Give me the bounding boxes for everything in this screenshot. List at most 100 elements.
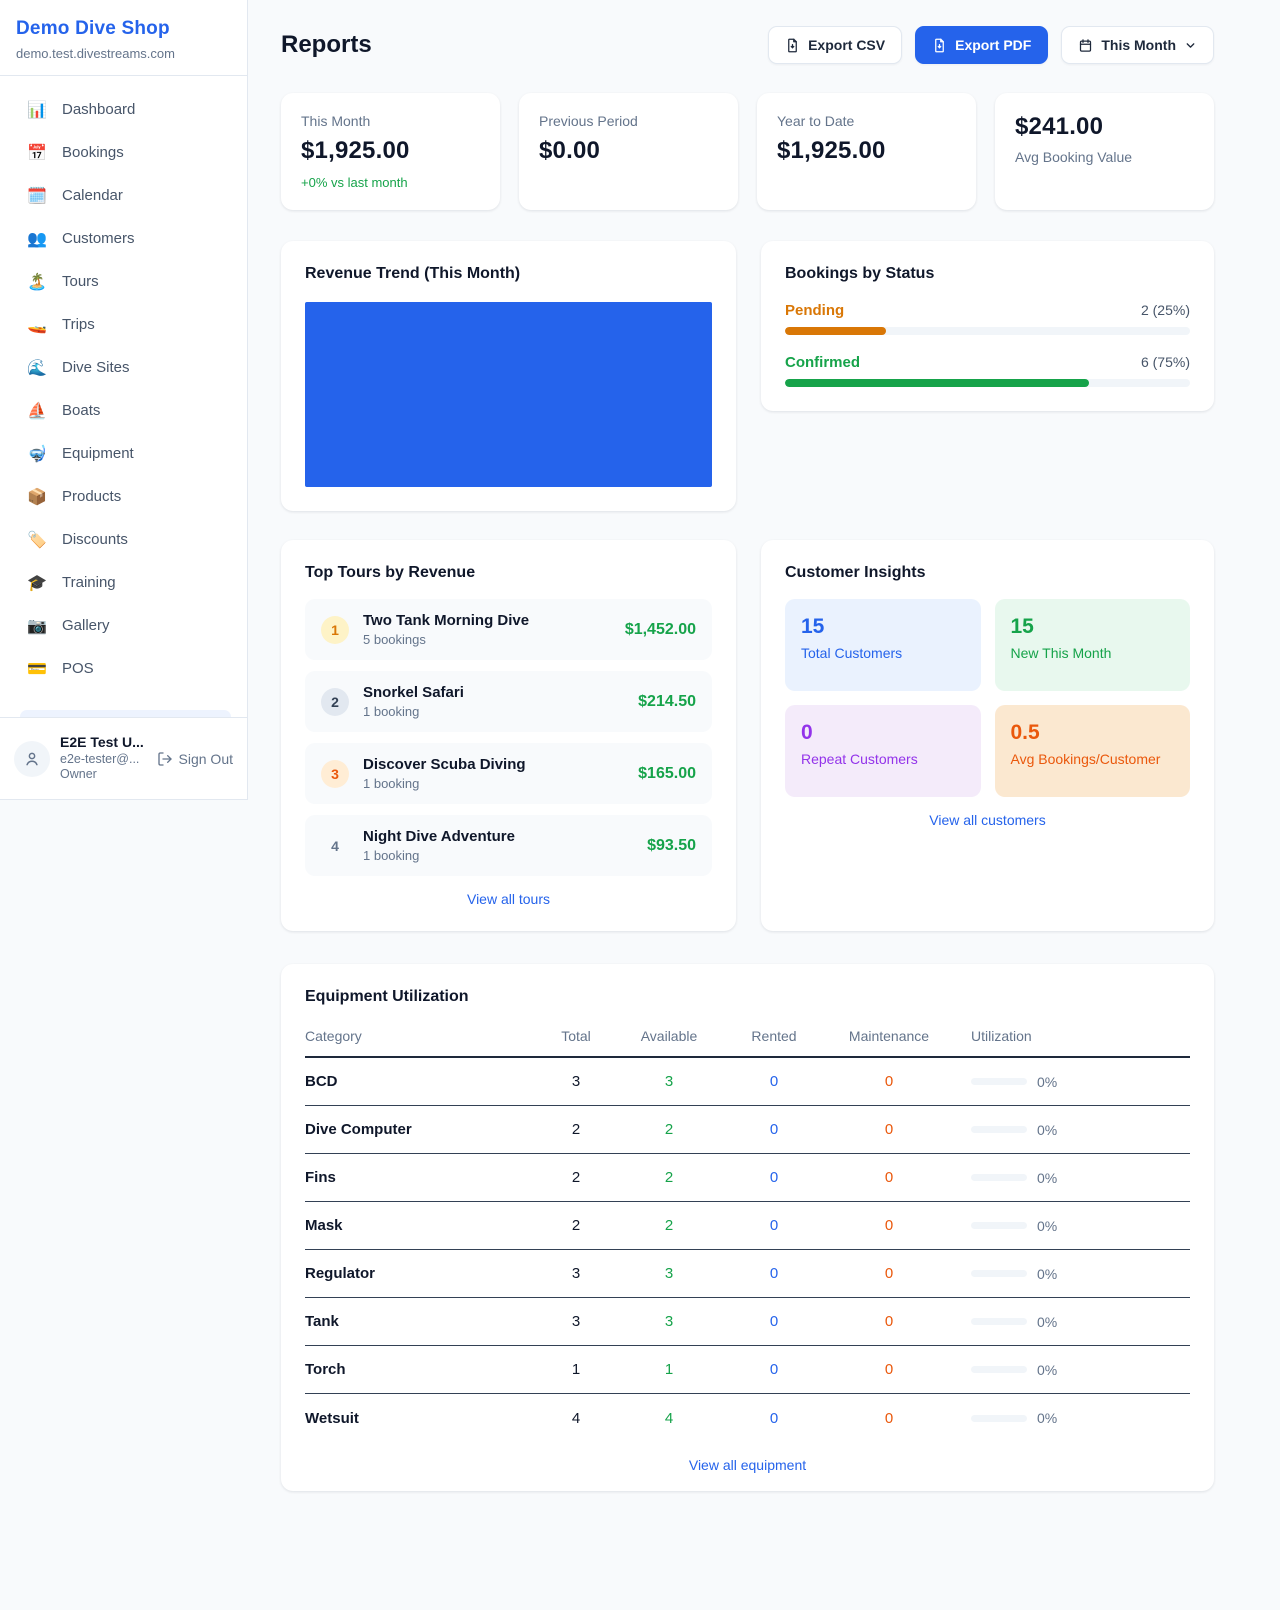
sign-out-icon — [157, 751, 172, 766]
sidebar-item-label: Tours — [62, 273, 99, 290]
trips-icon: 🚤 — [27, 316, 47, 334]
user-name: E2E Test U... — [60, 734, 144, 751]
cell-category: Torch — [305, 1361, 346, 1378]
col-header-available: Available — [640, 1028, 698, 1044]
sidebar-item-training[interactable]: 🎓 Training — [12, 561, 235, 604]
status-label: Confirmed — [785, 354, 860, 371]
cell-maintenance: 0 — [884, 1121, 894, 1138]
sidebar-item-dive-sites[interactable]: 🌊 Dive Sites — [12, 346, 235, 389]
stat-delta: +0% vs last month — [301, 175, 408, 190]
discounts-icon: 🏷️ — [27, 531, 47, 549]
cell-rented: 0 — [769, 1313, 779, 1330]
stat-value: $241.00 — [1015, 113, 1104, 140]
sidebar-item-calendar[interactable]: 🗓️ Calendar — [12, 174, 235, 217]
sidebar-item-trips[interactable]: 🚤 Trips — [12, 303, 235, 346]
sidebar-item-label: Dashboard — [62, 101, 136, 118]
status-row-pending: Pending 2 (25%) — [785, 302, 1190, 335]
page-header: Reports Export CSV Export PDF This Month — [281, 26, 1214, 64]
cell-total: 4 — [571, 1409, 581, 1427]
sidebar-item-reports-partial[interactable] — [20, 710, 231, 717]
view-all-customers-link[interactable]: View all customers — [929, 812, 1046, 828]
sidebar-item-bookings[interactable]: 📅 Bookings — [12, 131, 235, 174]
chevron-down-icon — [1186, 42, 1195, 48]
cell-category: Wetsuit — [305, 1409, 359, 1427]
cell-rented: 0 — [769, 1217, 779, 1234]
utilization-bar — [971, 1078, 1027, 1085]
sidebar-item-pos[interactable]: 💳 POS — [12, 647, 235, 690]
cell-available: 1 — [664, 1361, 674, 1378]
tour-bookings: 5 bookings — [363, 632, 426, 647]
table-header-row: Category Total Available Rented Maintena… — [305, 1020, 1190, 1058]
tour-revenue: $1,452.00 — [624, 620, 696, 638]
tour-bookings: 1 booking — [363, 776, 420, 791]
stat-label: Previous Period — [539, 113, 638, 129]
sidebar-item-dashboard[interactable]: 📊 Dashboard — [12, 88, 235, 131]
col-header-utilization: Utilization — [971, 1028, 1032, 1044]
cell-rented: 0 — [769, 1121, 779, 1138]
sidebar-item-customers[interactable]: 👥 Customers — [12, 217, 235, 260]
top-tours-card: Top Tours by Revenue 1 Two Tank Morning … — [281, 540, 736, 931]
status-bar-fill — [785, 379, 1089, 387]
insight-value: 15 — [801, 615, 825, 638]
page-title: Reports — [281, 31, 372, 58]
cell-total: 1 — [571, 1361, 581, 1378]
col-header-total: Total — [561, 1028, 591, 1044]
stat-value: $0.00 — [539, 137, 601, 164]
revenue-trend-title: Revenue Trend (This Month) — [305, 265, 521, 282]
insight-value: 0.5 — [1010, 721, 1040, 744]
col-header-rented: Rented — [751, 1028, 797, 1044]
stat-value: $1,925.00 — [777, 137, 886, 164]
sidebar-item-label: Dive Sites — [62, 359, 130, 376]
table-row: Torch 1 1 0 0 0% — [305, 1346, 1190, 1394]
equipment-utilization-card: Equipment Utilization Category Total Ava… — [281, 964, 1214, 1491]
equipment-utilization-title: Equipment Utilization — [305, 988, 469, 1005]
stat-card-this-month: This Month $1,925.00 +0% vs last month — [281, 93, 500, 210]
utilization-bar — [971, 1270, 1027, 1277]
sidebar-item-discounts[interactable]: 🏷️ Discounts — [12, 518, 235, 561]
stat-card-year-to-date: Year to Date $1,925.00 — [757, 93, 976, 210]
sidebar-item-label: Trips — [62, 316, 95, 333]
status-count: 6 (75%) — [1140, 354, 1190, 370]
sidebar-item-label: Calendar — [62, 187, 123, 204]
stat-label: Avg Booking Value — [1015, 149, 1133, 165]
insight-label: Total Customers — [801, 645, 903, 661]
tours-icon: 🏝️ — [27, 273, 47, 291]
table-row: Regulator 3 3 0 0 0% — [305, 1250, 1190, 1298]
cell-rented: 0 — [769, 1073, 779, 1090]
cell-available: 3 — [664, 1265, 674, 1282]
table-row: Dive Computer 2 2 0 0 0% — [305, 1106, 1190, 1154]
export-csv-button[interactable]: Export CSV — [768, 26, 903, 64]
export-pdf-button[interactable]: Export PDF — [915, 26, 1049, 64]
insight-label: New This Month — [1010, 645, 1112, 661]
equipment-table: Category Total Available Rented Maintena… — [305, 1020, 1190, 1442]
sign-out-button[interactable]: Sign Out — [157, 751, 233, 767]
stat-card-avg-booking-value: $241.00 Avg Booking Value — [995, 93, 1214, 210]
sidebar-item-tours[interactable]: 🏝️ Tours — [12, 260, 235, 303]
tour-list: 1 Two Tank Morning Dive 5 bookings $1,45… — [305, 599, 712, 876]
cell-available: 2 — [664, 1217, 674, 1234]
period-dropdown[interactable]: This Month — [1061, 26, 1214, 64]
sidebar-item-equipment[interactable]: 🤿 Equipment — [12, 432, 235, 475]
products-icon: 📦 — [27, 488, 47, 506]
sidebar-item-products[interactable]: 📦 Products — [12, 475, 235, 518]
view-all-tours-link[interactable]: View all tours — [466, 891, 550, 907]
person-icon — [26, 752, 38, 765]
sidebar-item-boats[interactable]: ⛵ Boats — [12, 389, 235, 432]
period-label: This Month — [1101, 37, 1176, 53]
cell-utilization: 0% — [1037, 1313, 1058, 1330]
tour-revenue: $165.00 — [638, 764, 696, 782]
cell-total: 3 — [571, 1073, 581, 1090]
status-bar-track — [785, 379, 1190, 387]
sidebar-item-label: Customers — [62, 230, 135, 247]
sidebar-item-gallery[interactable]: 📷 Gallery — [12, 604, 235, 647]
sidebar-item-label: Training — [62, 574, 116, 591]
sign-out-label: Sign Out — [178, 750, 233, 767]
view-all-equipment-link[interactable]: View all equipment — [688, 1457, 807, 1473]
top-tours-title: Top Tours by Revenue — [305, 564, 476, 581]
sidebar-item-label: Discounts — [62, 531, 128, 548]
user-info: E2E Test U... e2e-tester@... Owner — [60, 734, 147, 783]
tour-name: Snorkel Safari — [363, 684, 464, 701]
customer-insights-card: Customer Insights 15 Total Customers 15 … — [761, 540, 1214, 931]
file-download-icon — [788, 38, 797, 52]
cell-utilization: 0% — [1037, 1410, 1058, 1426]
